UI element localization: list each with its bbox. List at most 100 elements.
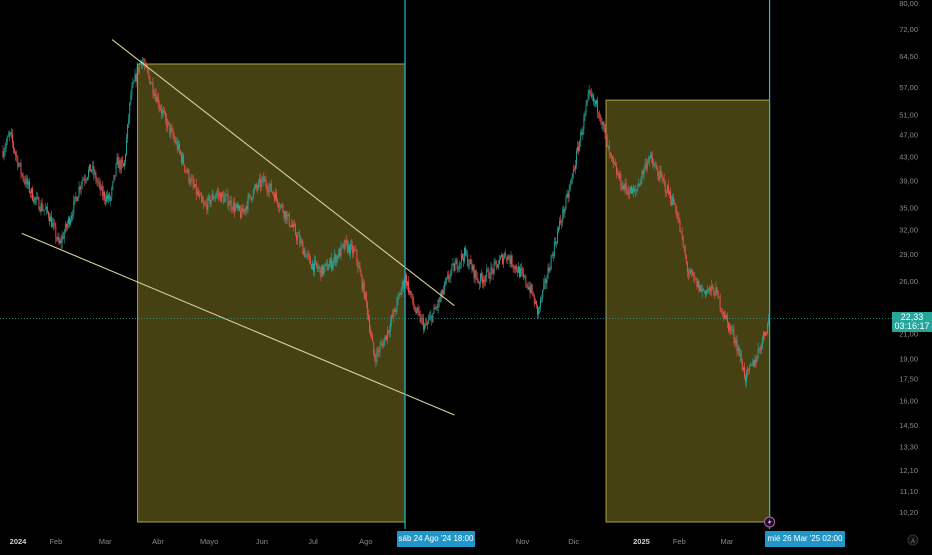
- candle-body: [71, 216, 73, 220]
- candle-body: [444, 283, 445, 291]
- candle-body: [305, 254, 307, 258]
- candle-body: [347, 244, 349, 252]
- candle-body: [626, 189, 628, 191]
- candle-body: [511, 255, 513, 267]
- candle-body: [120, 160, 122, 170]
- candle-body: [606, 136, 608, 147]
- candle-body: [478, 282, 480, 284]
- candle-body: [50, 216, 51, 222]
- candle-body: [383, 339, 385, 347]
- candle-body: [428, 319, 430, 323]
- candle-body: [65, 224, 67, 228]
- candle-body: [89, 164, 91, 171]
- candle-body: [229, 200, 231, 205]
- candle-body: [70, 219, 72, 225]
- candle-body: [416, 308, 418, 314]
- candle-body: [74, 196, 76, 201]
- candle-body: [549, 269, 551, 272]
- candle-body: [708, 288, 709, 291]
- candle-body: [230, 200, 232, 209]
- candle-body: [154, 94, 156, 96]
- candle-body: [398, 294, 400, 297]
- candle-body: [41, 203, 43, 211]
- candle-body: [58, 236, 60, 244]
- candle-body: [463, 257, 464, 261]
- candle-body: [116, 157, 118, 164]
- candle-body: [299, 235, 301, 244]
- candle-body: [81, 180, 83, 185]
- candle-body: [135, 74, 137, 82]
- candle-body: [233, 202, 235, 212]
- candle-body: [567, 193, 569, 198]
- candle-body: [756, 357, 758, 363]
- candle-body: [505, 253, 507, 258]
- candle-body: [601, 121, 603, 126]
- candle-body: [193, 184, 195, 187]
- candle-body: [32, 188, 34, 201]
- candle-body: [754, 359, 756, 367]
- candle-body: [480, 273, 482, 278]
- candle-body: [720, 309, 722, 312]
- candle-body: [539, 307, 540, 309]
- candle-body: [367, 315, 369, 320]
- x-tick-label: 2025: [633, 537, 650, 546]
- candle-body: [28, 181, 30, 193]
- candle-body: [205, 203, 207, 205]
- candle-body: [544, 279, 546, 284]
- candle-body: [666, 185, 668, 193]
- candle-body: [733, 329, 735, 340]
- candle-body: [189, 181, 191, 184]
- candle-body: [376, 350, 378, 362]
- candle-body: [458, 263, 460, 269]
- candle-body: [265, 179, 267, 187]
- candle-body: [583, 116, 585, 130]
- candle-body: [214, 195, 216, 198]
- candle-body: [454, 263, 456, 272]
- candle-body: [768, 318, 770, 324]
- candle-body: [321, 265, 323, 278]
- candle-body: [451, 264, 453, 271]
- candle-body: [352, 245, 354, 254]
- candle-body: [190, 178, 192, 184]
- candle-body: [504, 253, 506, 258]
- candle-body: [297, 235, 299, 240]
- candle-body: [419, 313, 421, 323]
- candle-body: [328, 263, 330, 269]
- candle-body: [210, 200, 212, 205]
- candle-body: [391, 315, 393, 323]
- candle-body: [381, 343, 383, 345]
- y-tick-label: 47,00: [899, 130, 918, 139]
- last-price-countdown: 03:16:17: [894, 321, 930, 332]
- candle-body: [497, 264, 499, 268]
- candle-body: [487, 269, 489, 271]
- candle-body: [359, 266, 361, 272]
- candle-body: [146, 63, 148, 68]
- candle-body: [247, 196, 249, 210]
- candle-body: [392, 315, 394, 317]
- candle-body: [358, 266, 360, 268]
- candle-body: [198, 194, 200, 196]
- candle-body: [336, 255, 338, 264]
- candle-body: [632, 188, 633, 194]
- candle-body: [243, 209, 245, 213]
- candle-body: [309, 257, 311, 265]
- candle-body: [30, 192, 31, 194]
- auto-scale-button[interactable]: [907, 534, 919, 546]
- candle-body: [747, 369, 749, 372]
- candle-body: [152, 82, 154, 94]
- y-tick-label: 26,00: [899, 277, 918, 286]
- candle-body: [15, 152, 17, 155]
- candle-body: [582, 129, 584, 136]
- candle-body: [498, 259, 500, 265]
- candle-body: [622, 185, 624, 190]
- candle-body: [757, 348, 759, 358]
- x-tick-label: Jul: [308, 537, 318, 546]
- candle-body: [306, 253, 308, 255]
- candle-body: [551, 254, 553, 257]
- candle-body: [114, 175, 116, 176]
- y-tick-label: 11,10: [900, 487, 918, 496]
- candle-body: [18, 164, 20, 167]
- candle-body: [83, 179, 85, 181]
